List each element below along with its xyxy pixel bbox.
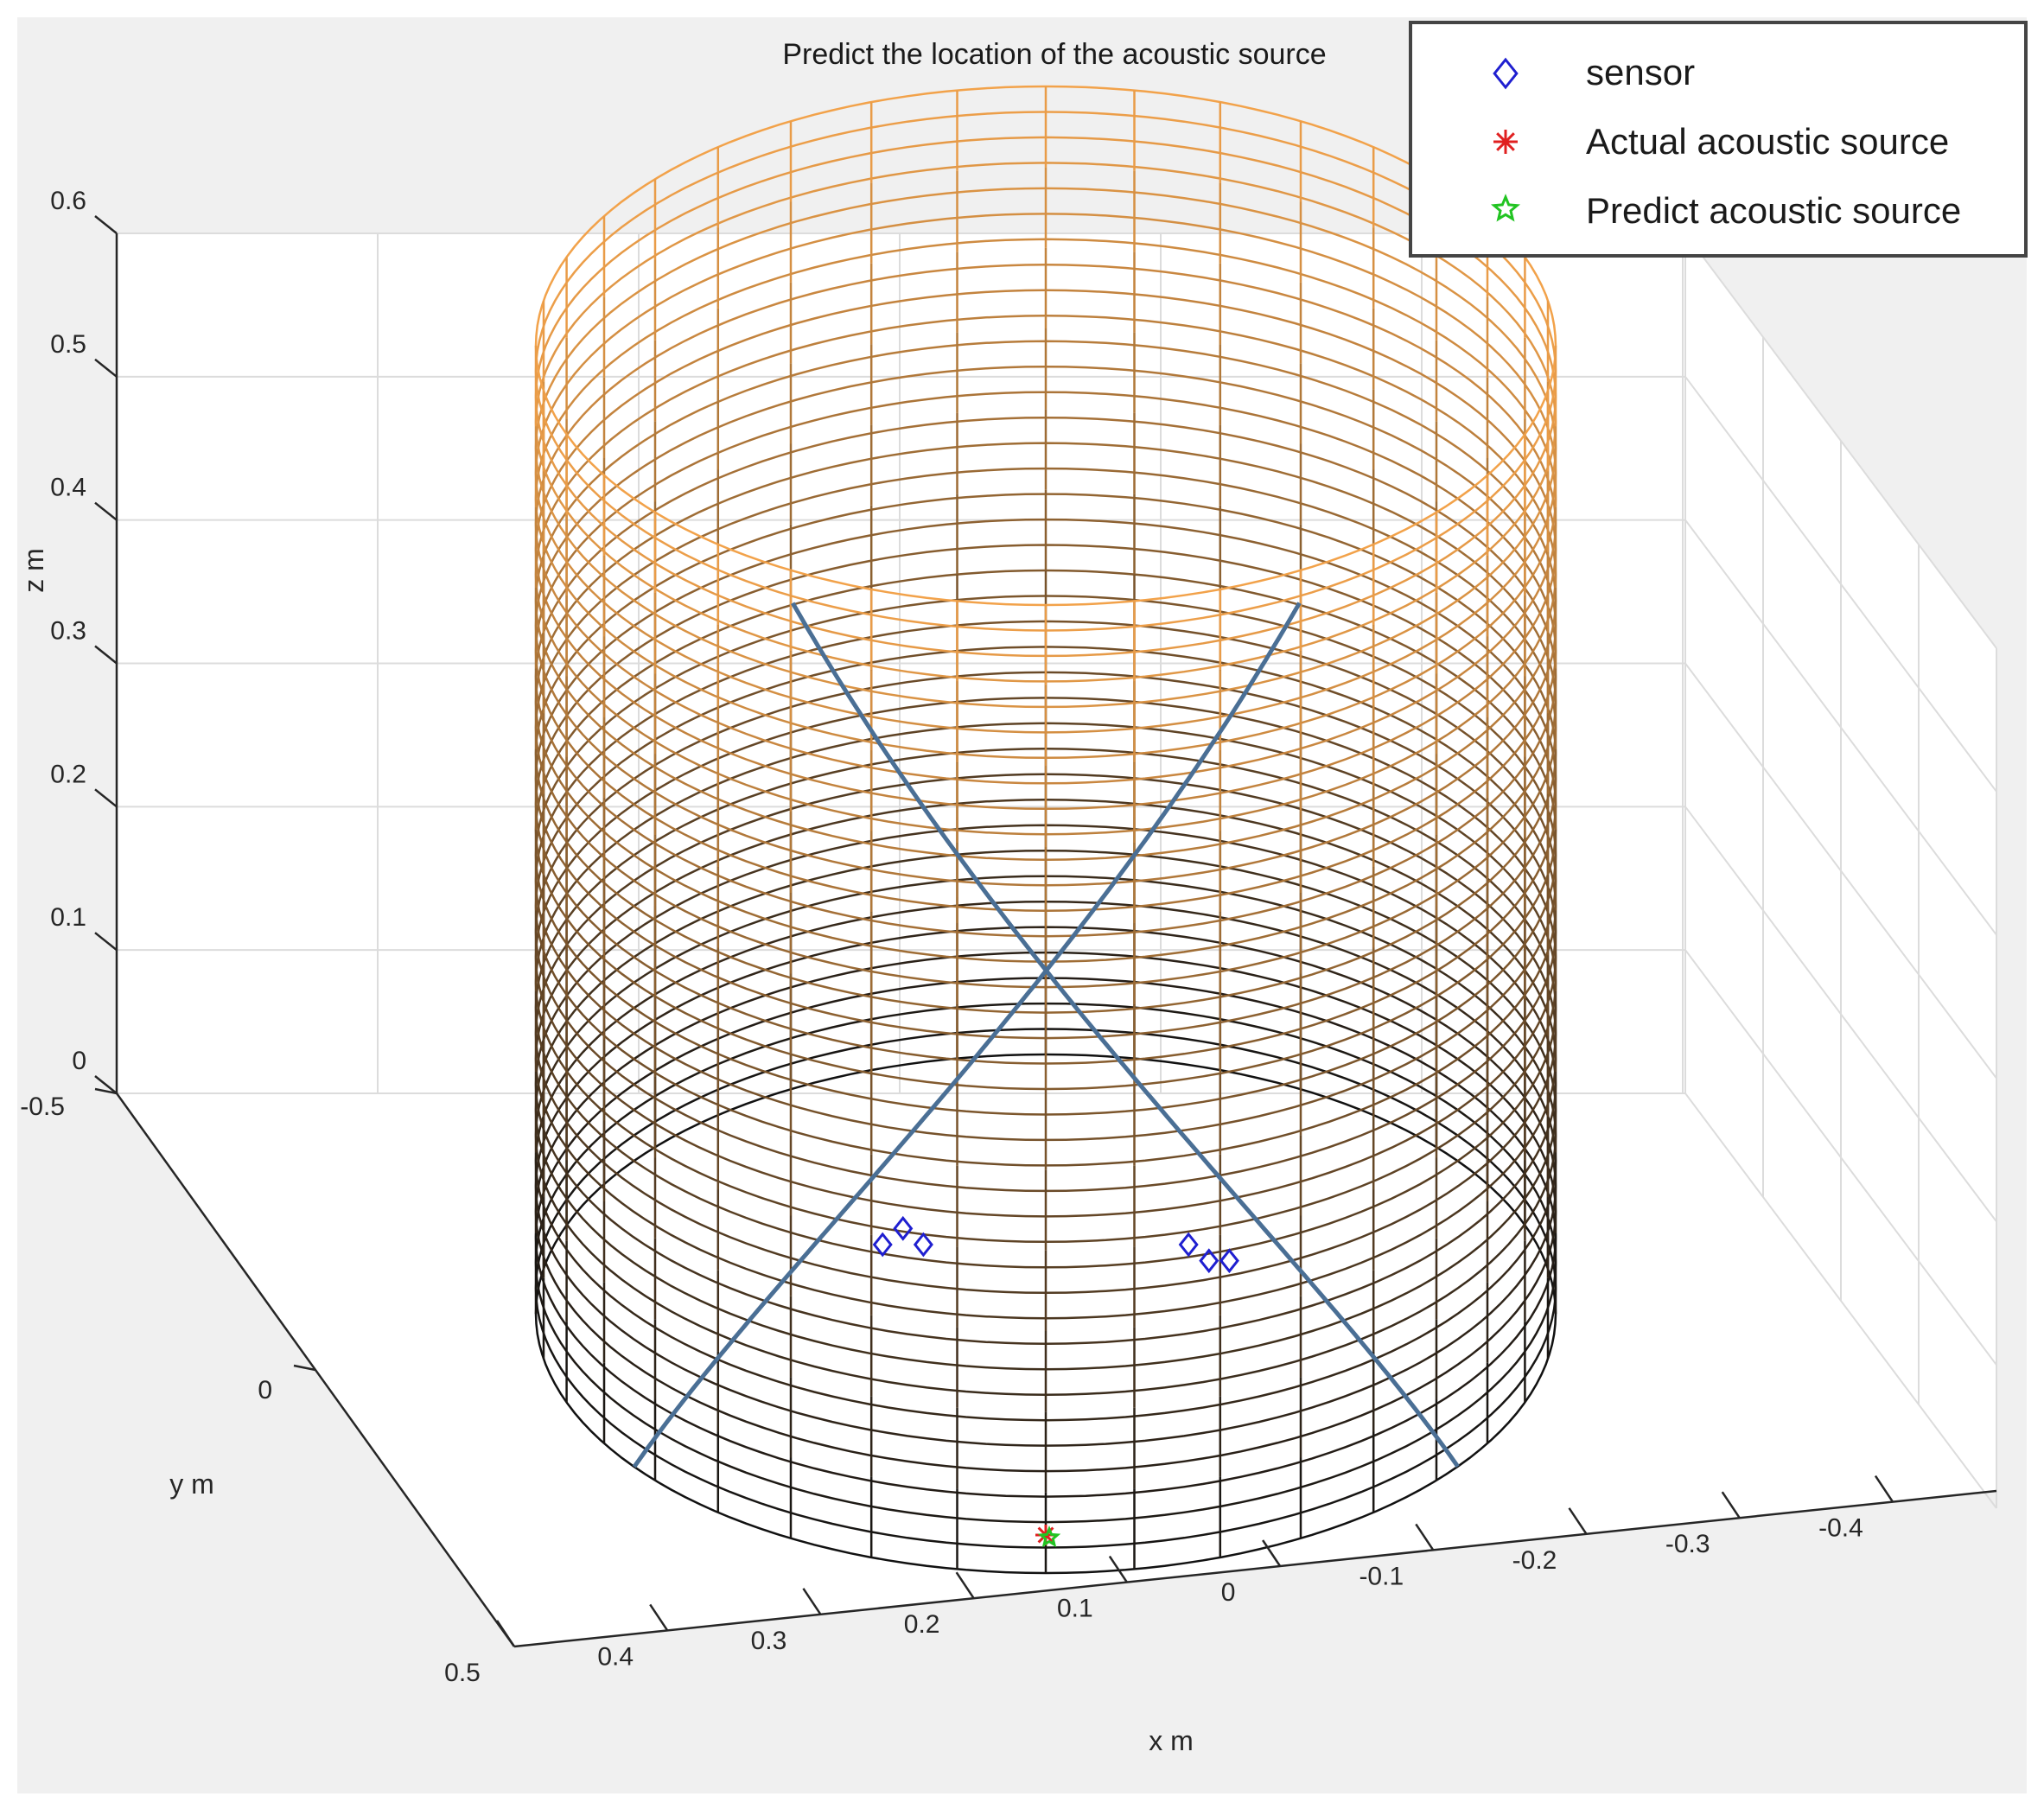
x-tick xyxy=(649,1603,669,1632)
x-tick-label: 0.5 xyxy=(444,1659,481,1687)
x-tick-label: -0.2 xyxy=(1512,1546,1557,1575)
sensor-marker xyxy=(893,1215,914,1241)
z-tick-label: 0.4 xyxy=(50,474,86,502)
x-tick-label: 0.4 xyxy=(597,1642,634,1671)
z-tick-label: 0.6 xyxy=(50,187,86,215)
x-tick-label: -0.3 xyxy=(1665,1530,1710,1558)
z-tick xyxy=(94,501,118,521)
x-tick-label: 0.3 xyxy=(751,1627,787,1655)
sensor-marker xyxy=(1219,1248,1239,1274)
x-axis-label: x m xyxy=(1149,1725,1194,1756)
helix-curve xyxy=(632,602,1302,1468)
legend-entry-actual-source: Actual acoustic source xyxy=(1586,121,1949,162)
helix-curves xyxy=(632,602,1460,1468)
x-tick-label: -0.4 xyxy=(1818,1514,1863,1543)
x-tick xyxy=(802,1588,822,1615)
z-axis-label: z m xyxy=(18,548,49,593)
z-tick xyxy=(94,788,118,808)
y-tick-label: 0 xyxy=(258,1376,272,1405)
chart-title: Predict the location of the acoustic sou… xyxy=(782,38,1326,71)
z-tick xyxy=(94,932,118,952)
sensor-marker xyxy=(1178,1232,1199,1258)
legend-predict-marker xyxy=(1490,194,1521,222)
y-tick xyxy=(94,1087,118,1095)
x-tick xyxy=(1721,1491,1741,1519)
sensor-marker xyxy=(1199,1248,1219,1274)
z-tick xyxy=(94,215,118,234)
cylinder-front xyxy=(534,345,1557,1575)
legend: sensor Actual acoustic source Predict ac… xyxy=(1409,21,2028,258)
legend-markers xyxy=(1490,57,1521,222)
x-tick-label: 0.2 xyxy=(904,1610,940,1639)
x-tick xyxy=(495,1620,516,1647)
z-tick-label: 0.5 xyxy=(50,330,86,359)
x-tick xyxy=(1108,1555,1128,1583)
legend-sensor-marker xyxy=(1493,57,1519,90)
y-tick xyxy=(293,1364,316,1372)
y-tick-label: -0.5 xyxy=(20,1092,65,1121)
x-tick xyxy=(1262,1539,1282,1567)
x-tick-label: 0.1 xyxy=(1057,1595,1093,1623)
markers xyxy=(872,1215,1239,1548)
z-tick-label: 0.1 xyxy=(50,903,86,932)
x-tick-label: -0.1 xyxy=(1359,1562,1404,1590)
x-tick xyxy=(1568,1507,1588,1535)
z-tick-label: 0.3 xyxy=(50,617,86,646)
x-tick xyxy=(1415,1523,1435,1551)
x-tick xyxy=(955,1571,975,1599)
sensor-marker xyxy=(872,1232,893,1258)
predict-source-marker xyxy=(1037,1526,1061,1548)
x-tick xyxy=(1874,1475,1894,1503)
z-tick xyxy=(94,358,118,378)
x-tick-label: 0 xyxy=(1221,1578,1236,1607)
z-tick-label: 0.2 xyxy=(50,760,86,788)
z-tick xyxy=(94,645,118,665)
sensor-marker xyxy=(913,1232,933,1258)
x-axis-line xyxy=(513,1489,1997,1648)
z-tick-label: 0 xyxy=(72,1047,86,1075)
helix-curve xyxy=(791,602,1460,1468)
z-tick xyxy=(94,1075,118,1094)
y-axis-label: y m xyxy=(169,1468,214,1500)
legend-entry-predict-source: Predict acoustic source xyxy=(1586,190,1961,231)
legend-actual-marker xyxy=(1493,130,1518,154)
asterisk-stroke xyxy=(1496,132,1515,151)
legend-entry-sensor: sensor xyxy=(1586,52,1695,92)
axes: 00.10.20.30.40.50.6-0.500.50.40.30.20.10… xyxy=(20,187,1997,1687)
axes-box-panes xyxy=(117,233,1996,1647)
